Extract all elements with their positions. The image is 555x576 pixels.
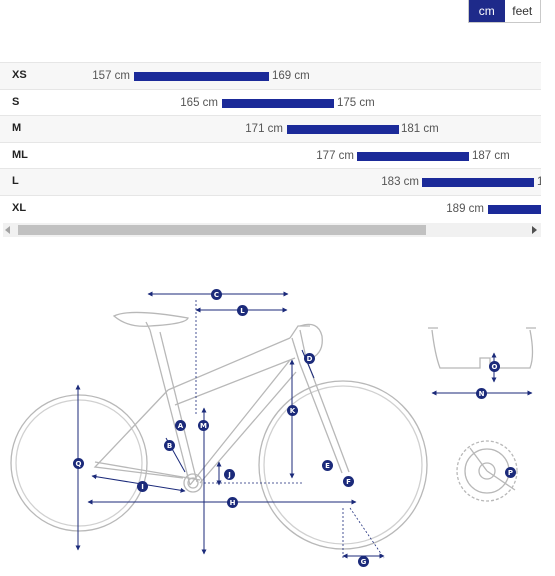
dimension-badge-m: M: [198, 420, 209, 431]
bike-drawing: [10, 291, 536, 559]
size-label: ML: [12, 148, 28, 161]
unit-cm-button[interactable]: cm: [469, 0, 505, 22]
scroll-left-arrow-icon[interactable]: [5, 226, 10, 234]
scroll-right-arrow-icon[interactable]: [532, 226, 537, 234]
size-label: XL: [12, 201, 27, 214]
fork: [291, 337, 343, 474]
dimension-badge-n: N: [476, 388, 487, 399]
size-row-l: L 183 cm 1: [0, 169, 541, 196]
dimension-badge-b: B: [164, 440, 175, 451]
dimension-badge-p: P: [505, 467, 516, 478]
height-range-bar: [287, 125, 399, 135]
height-max: 175 cm: [337, 96, 375, 109]
size-label: XS: [12, 69, 27, 81]
unit-feet-button[interactable]: feet: [504, 0, 540, 22]
dimension-badge-c: C: [211, 289, 222, 300]
dimension-badge-e: E: [322, 460, 333, 471]
dimension-badge-g: G: [358, 556, 369, 567]
height-range-bar: [222, 98, 334, 108]
dimension-badge-j: J: [224, 469, 235, 480]
size-chart-table: XS 157 cm 169 cm S 165 cm 175 cm M 171 c…: [0, 62, 541, 222]
dimension-badge-i: I: [137, 481, 148, 492]
dimension-badge-o: O: [489, 361, 500, 372]
seat-tube: [149, 329, 191, 486]
height-max: 187 cm: [472, 149, 510, 162]
height-min: 165 cm: [180, 96, 218, 109]
height-max: 1: [537, 176, 541, 188]
height-range-bar: [357, 151, 469, 161]
dimension-badge-q: Q: [73, 458, 84, 469]
size-label: S: [12, 95, 20, 108]
dimension-badge-a: A: [175, 420, 186, 431]
unit-toggle: cm feet: [468, 0, 541, 23]
horizontal-scrollbar[interactable]: [3, 223, 541, 237]
height-min: 183 cm: [381, 176, 419, 189]
height-range-bar: [134, 72, 269, 81]
height-min: 177 cm: [316, 149, 354, 162]
height-min: 157 cm: [92, 70, 130, 82]
scroll-thumb[interactable]: [18, 225, 426, 235]
height-min: 189 cm: [446, 202, 484, 215]
size-row-m: M 171 cm 181 cm: [0, 116, 541, 143]
height-max: 181 cm: [401, 123, 439, 136]
size-label: L: [12, 175, 19, 188]
size-label: M: [12, 122, 22, 135]
height-min: 171 cm: [245, 123, 283, 136]
bike-geometry-diagram: C L D O N K A M B Q E J P F I H G: [0, 240, 555, 576]
size-row-ml: ML 177 cm 187 cm: [0, 142, 541, 170]
front-wheel: [258, 380, 428, 550]
height-max: 169 cm: [272, 70, 310, 82]
height-range-bar: [488, 204, 541, 214]
dimension-badge-l: L: [237, 305, 248, 316]
dimension-badge-k: K: [287, 405, 298, 416]
dimension-badge-h: H: [227, 497, 238, 508]
size-row-xs: XS 157 cm 169 cm: [0, 63, 541, 90]
height-range-bar: [422, 178, 534, 188]
size-row-s: S 165 cm 175 cm: [0, 89, 541, 117]
size-row-xl: XL 189 cm: [0, 195, 541, 222]
dimension-badge-f: F: [343, 476, 354, 487]
dimension-badge-d: D: [304, 353, 315, 364]
